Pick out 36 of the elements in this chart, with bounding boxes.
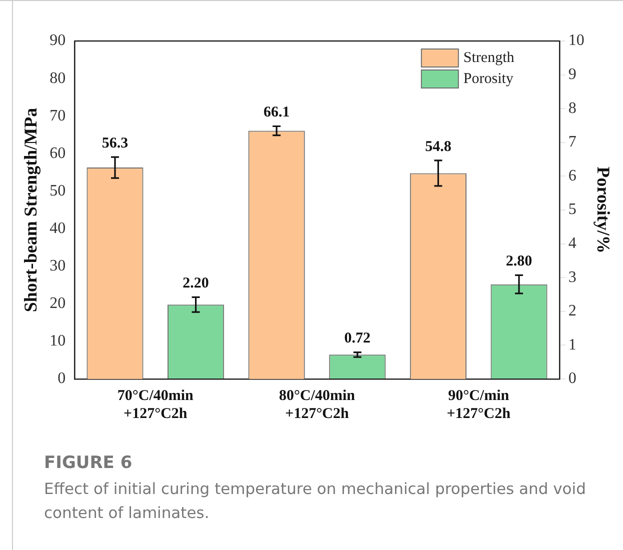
y-tick-label: 30 [50, 258, 66, 275]
y2-axis-title: Porosity/% [594, 166, 614, 254]
x-tick-label: 70°C/40min +127°C2h [117, 388, 194, 422]
y2-tick-label: 3 [568, 268, 576, 286]
legend-label: Porosity [463, 70, 514, 87]
y-tick-label: 50 [50, 182, 66, 200]
data-label: 66.1 [263, 104, 290, 121]
data-label: 56.3 [102, 135, 128, 152]
y2-tick-label: 8 [568, 100, 576, 117]
legend-label: Strength [463, 50, 515, 66]
y-tick-label: 80 [50, 70, 66, 87]
y2-tick-label: 1 [568, 336, 576, 354]
y2-tick-label: 7 [568, 134, 576, 151]
x-tick-label: 90°C/min +127°C2h [446, 388, 512, 422]
y2-tick-label: 5 [568, 201, 576, 218]
y2-tick-label: 9 [568, 66, 576, 84]
data-label: 0.72 [344, 330, 371, 347]
x-tick-label: 80°C/40min +127°C2h [278, 388, 356, 422]
y2-tick-label: 6 [568, 167, 576, 184]
y-tick-label: 70 [50, 107, 66, 124]
data-label: 54.8 [425, 138, 452, 155]
y-tick-label: 40 [50, 220, 66, 237]
y-tick-label: 20 [50, 295, 66, 312]
y2-tick-label: 2 [568, 302, 576, 320]
text: FIGURE 6 [44, 453, 134, 473]
y2-tick-label: 10 [568, 32, 584, 50]
text: Effect of initial curing temperature on mechanical properties and void content of laminates. [44, 479, 587, 524]
y-axis-title: Short-beam Strength/MPa [20, 108, 40, 312]
data-label: 2.80 [506, 254, 532, 270]
y2-tick-label: 0 [568, 370, 576, 388]
y-tick-label: 90 [50, 32, 66, 50]
y-tick-label: 10 [50, 332, 66, 350]
y-tick-label: 60 [50, 144, 66, 162]
y2-tick-label: 4 [568, 235, 576, 252]
data-label: 2.20 [182, 276, 209, 292]
y-tick-label: 0 [58, 370, 66, 388]
